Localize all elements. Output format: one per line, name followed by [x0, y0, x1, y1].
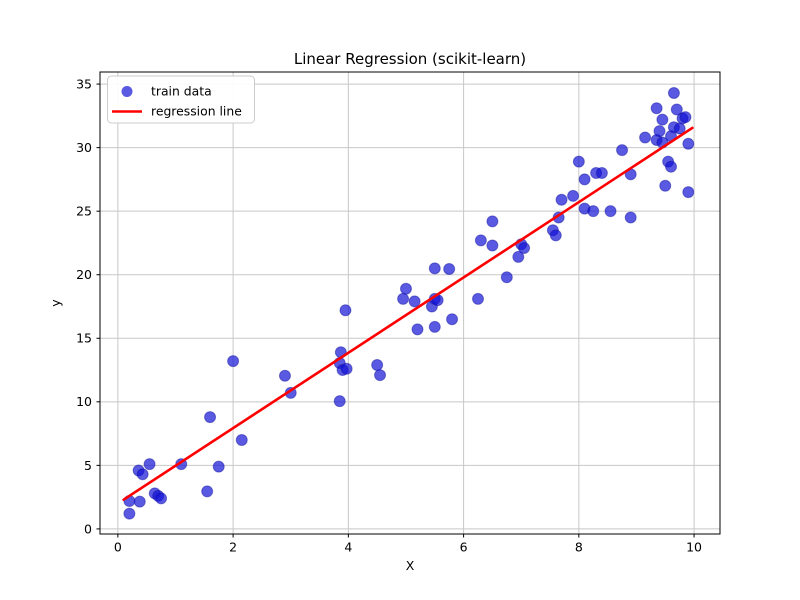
scatter-point — [333, 395, 346, 408]
scatter-point — [474, 234, 487, 247]
regression-line — [122, 126, 694, 501]
scatter-point — [656, 113, 669, 126]
scatter-point — [486, 239, 499, 252]
scatter-point — [446, 313, 459, 326]
y-tick-label: 25 — [76, 204, 92, 219]
scatter-point — [471, 292, 484, 305]
scatter-point — [212, 460, 225, 473]
y-tick-label: 20 — [76, 267, 92, 282]
scatter-point — [639, 131, 652, 144]
data-series — [122, 86, 695, 520]
scatter-point — [670, 103, 683, 116]
x-tick-label: 2 — [229, 540, 237, 555]
scatter-point — [616, 144, 629, 157]
scatter-point — [624, 211, 637, 224]
scatter-point — [204, 411, 217, 424]
scatter-point — [500, 271, 513, 284]
scatter-point — [371, 358, 384, 371]
y-axis-label: y — [48, 299, 63, 307]
scatter-point — [578, 173, 591, 186]
x-axis-label: X — [406, 558, 415, 573]
scatter-point — [428, 262, 441, 275]
scatter-point — [123, 507, 136, 520]
scatter-point — [411, 323, 424, 336]
scatter-point — [682, 137, 695, 150]
scatter-point — [339, 304, 352, 317]
scatter-point — [682, 186, 695, 199]
scatter-point — [408, 295, 421, 308]
legend-box — [107, 75, 255, 124]
scatter-point — [133, 495, 146, 508]
y-tick-label: 15 — [76, 331, 92, 346]
scatter-point — [428, 320, 441, 333]
chart-title: Linear Regression (scikit-learn) — [294, 50, 526, 68]
scatter-point — [555, 193, 568, 206]
scatter-point — [278, 369, 291, 382]
x-tick-label: 4 — [344, 540, 352, 555]
y-tick-label: 10 — [76, 394, 92, 409]
scatter-point — [201, 485, 214, 498]
legend-marker-train-data-icon — [121, 86, 133, 97]
axis-tick-labels: 0 2 4 6 8 10 0 5 10 15 20 25 30 35 — [76, 76, 702, 554]
axes-frame — [99, 71, 721, 535]
scatter-point — [512, 250, 525, 263]
legend-label-train-data: train data — [151, 84, 212, 99]
scatter-point — [374, 369, 387, 382]
scatter-point — [399, 282, 412, 295]
scatter-point — [155, 492, 168, 505]
scatter-point — [227, 355, 240, 368]
scatter-point — [235, 433, 248, 446]
scatter-point — [667, 86, 680, 99]
scatter-point — [486, 215, 499, 228]
scatter-point — [443, 263, 456, 276]
y-tick-label: 0 — [84, 521, 92, 536]
scatter-point — [653, 125, 666, 138]
scatter-point — [650, 102, 663, 115]
scatter-point — [136, 468, 149, 481]
y-tick-label: 35 — [76, 76, 92, 91]
y-tick-label: 5 — [84, 458, 92, 473]
legend-label-regression-line: regression line — [151, 104, 242, 119]
scatter-point — [679, 111, 692, 124]
scatter-point — [567, 189, 580, 202]
scatter-point — [572, 155, 585, 168]
scatter-point — [587, 205, 600, 218]
scatter-point — [665, 160, 678, 173]
scatter-point — [518, 242, 531, 255]
y-tick-label: 30 — [76, 140, 92, 155]
x-tick-label: 8 — [575, 540, 583, 555]
scatter-point — [659, 179, 672, 192]
scatter-point — [604, 205, 617, 218]
axis-ticks — [96, 83, 695, 538]
scatter-point — [595, 167, 608, 180]
scatter-point — [549, 229, 562, 242]
x-tick-label: 10 — [686, 540, 702, 555]
scatter-point — [340, 362, 353, 375]
x-tick-label: 6 — [460, 540, 468, 555]
legend: train data regression line — [107, 75, 255, 124]
scatter-point — [397, 292, 410, 305]
scatter-point — [143, 458, 156, 471]
x-tick-label: 0 — [114, 540, 122, 555]
grid — [100, 72, 720, 534]
